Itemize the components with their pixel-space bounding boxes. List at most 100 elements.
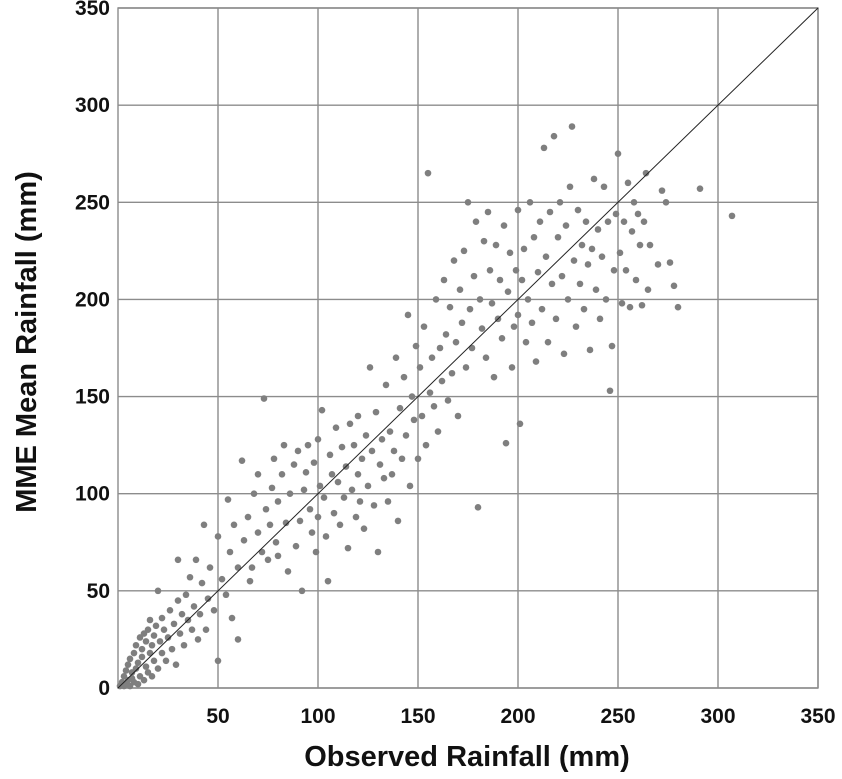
data-point: [442, 331, 450, 338]
data-point: [626, 303, 634, 311]
data-point: [410, 416, 418, 424]
data-point: [666, 259, 674, 266]
data-point: [314, 436, 322, 443]
data-point: [476, 296, 484, 303]
data-point: [170, 620, 178, 628]
data-point: [470, 272, 478, 280]
data-point: [372, 408, 380, 416]
data-point: [158, 649, 166, 657]
data-point: [166, 606, 174, 614]
data-point: [436, 344, 444, 352]
data-point: [326, 451, 334, 459]
data-point: [370, 502, 378, 509]
data-point: [422, 441, 430, 449]
data-point: [542, 253, 550, 260]
data-point: [392, 354, 400, 362]
data-point: [278, 470, 286, 478]
y-tick-label: 100: [75, 483, 110, 506]
data-point: [558, 272, 566, 280]
data-point: [364, 482, 372, 490]
data-point: [458, 319, 466, 327]
data-point: [654, 261, 662, 268]
data-point: [608, 342, 616, 350]
reference-line-group: [117, 7, 819, 689]
data-point: [126, 655, 134, 663]
data-point: [150, 632, 158, 639]
x-axis-label: Observed Rainfall (mm): [304, 741, 630, 773]
x-tick-label: 50: [206, 705, 229, 728]
data-point: [284, 568, 292, 575]
data-point: [614, 150, 622, 158]
data-point: [430, 402, 438, 410]
data-point: [602, 296, 610, 303]
data-point: [398, 455, 406, 463]
data-point: [172, 661, 180, 668]
data-point: [174, 597, 182, 604]
data-point: [424, 169, 432, 177]
data-point: [452, 338, 460, 346]
y-tick-label: 200: [75, 288, 110, 311]
data-point: [204, 595, 212, 602]
data-point: [148, 673, 156, 680]
x-tick-label: 350: [800, 705, 835, 728]
data-point: [610, 266, 618, 274]
data-point: [454, 412, 462, 420]
data-point: [618, 300, 626, 307]
data-point: [308, 529, 316, 536]
data-point: [354, 470, 362, 478]
data-point: [530, 233, 538, 241]
data-point: [588, 245, 596, 253]
y-tick-label: 150: [75, 386, 110, 409]
data-point: [484, 208, 492, 216]
data-point: [376, 461, 384, 468]
data-point: [300, 486, 308, 494]
data-point: [498, 334, 506, 342]
data-point: [168, 645, 176, 653]
data-point: [434, 428, 442, 435]
data-point: [268, 484, 276, 492]
data-point: [202, 626, 210, 634]
data-point: [190, 603, 198, 610]
plot-frame: [117, 7, 819, 689]
data-point: [294, 447, 302, 455]
data-point: [324, 577, 332, 585]
data-point: [156, 638, 164, 645]
data-point: [362, 432, 370, 439]
data-point: [420, 323, 428, 330]
data-point: [386, 428, 394, 435]
data-point: [522, 338, 530, 346]
data-point: [658, 187, 666, 194]
data-point: [318, 406, 326, 414]
data-point: [198, 579, 206, 587]
data-point: [632, 276, 640, 284]
data-point: [456, 286, 464, 294]
data-point: [140, 676, 148, 684]
data-point: [218, 575, 226, 583]
data-point: [134, 680, 142, 688]
data-point: [568, 123, 576, 130]
data-point: [592, 286, 600, 294]
data-point: [646, 241, 654, 249]
data-point: [394, 517, 402, 525]
data-point: [180, 641, 188, 649]
data-point: [266, 521, 274, 529]
data-point: [124, 661, 132, 668]
data-point: [508, 364, 516, 371]
data-point: [244, 513, 252, 521]
data-point: [438, 377, 446, 385]
y-tick-label: 50: [87, 580, 110, 603]
data-point: [290, 461, 298, 468]
data-point: [226, 548, 234, 556]
data-point: [662, 198, 670, 206]
data-point: [390, 447, 398, 455]
data-point: [270, 455, 278, 463]
data-point: [238, 457, 246, 464]
x-tick-label: 250: [600, 705, 635, 728]
data-point: [406, 482, 414, 490]
data-point: [550, 132, 558, 140]
data-point: [138, 645, 146, 653]
y-tick-label: 250: [75, 191, 110, 214]
data-point: [380, 474, 388, 482]
data-point: [418, 412, 426, 420]
